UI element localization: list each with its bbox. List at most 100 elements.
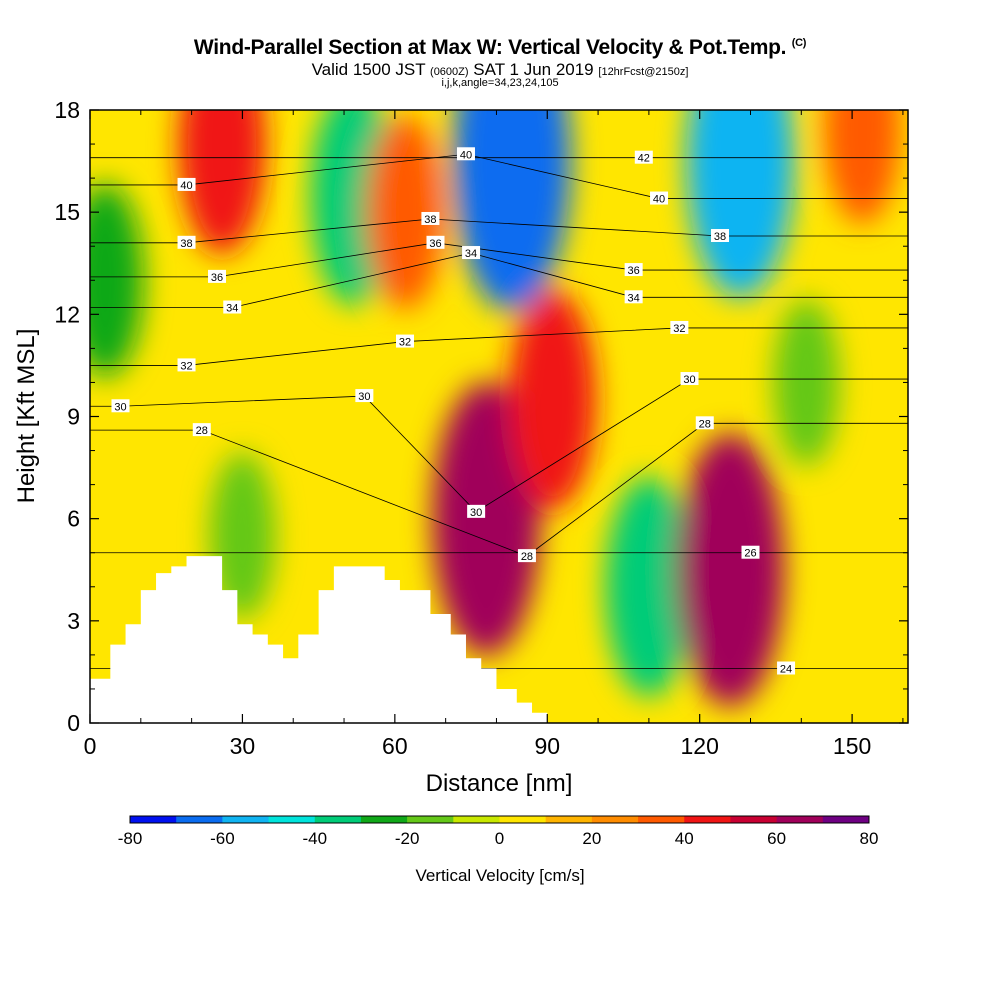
svg-text:40: 40: [653, 194, 665, 206]
colorbar-swatch: [130, 816, 177, 823]
y-tick-label: 9: [67, 404, 80, 430]
x-tick-label: 120: [681, 733, 719, 759]
y-tick-label: 12: [54, 301, 80, 327]
colorbar-swatch: [453, 816, 500, 823]
y-tick-label: 18: [54, 97, 80, 123]
isentrope-label: 30: [111, 399, 130, 413]
valid-time-utc: (0600Z): [430, 66, 469, 78]
isentrope-label: 42: [634, 150, 653, 165]
svg-text:32: 32: [673, 323, 685, 335]
velocity-cell-11: [773, 298, 840, 467]
isentrope-label: 36: [208, 269, 227, 284]
colorbar-label: Vertical Velocity [cm/s]: [415, 866, 584, 885]
x-tick-label: 60: [382, 733, 408, 759]
colorbar-swatch: [222, 816, 270, 823]
isentrope-label: 24: [777, 661, 796, 676]
valid-date: SAT 1 Jun 2019: [473, 60, 594, 79]
svg-text:34: 34: [628, 292, 640, 304]
svg-text:40: 40: [460, 149, 472, 161]
velocity-cell-1: [178, 110, 266, 255]
svg-text:24: 24: [780, 664, 792, 676]
velocity-cell-10: [676, 432, 785, 707]
colorbar-swatch: [684, 816, 731, 823]
colorbar-tick-label: -60: [210, 829, 235, 848]
x-tick-label: 30: [230, 733, 256, 759]
colorbar-swatch: [360, 816, 408, 823]
isentrope-label: 34: [624, 290, 643, 304]
isentrope-label: 28: [192, 423, 211, 437]
colorbar-swatch: [545, 816, 593, 823]
colorbar-swatch: [822, 816, 870, 823]
colorbar-swatch: [499, 816, 547, 823]
colorbar-swatch: [176, 816, 223, 823]
chart-title-text: Wind-Parallel Section at Max W: Vertical…: [193, 36, 787, 59]
colorbar: -80 -60 -40 -20 0 20 40 60 80: [118, 815, 879, 848]
colorbar-swatch: [638, 816, 685, 823]
colorbar-tick-label: 0: [495, 829, 504, 848]
velocity-cell-4: [366, 115, 444, 310]
chart-subtitle: Valid 1500 JST (0600Z) SAT 1 Jun 2019 [1…: [0, 60, 1000, 80]
x-tick-label: 90: [534, 733, 560, 759]
svg-text:32: 32: [180, 360, 192, 372]
y-axis-label: Height [Kft MSL]: [13, 329, 40, 504]
isentrope-label: 40: [650, 191, 669, 206]
isentrope-label: 38: [711, 229, 730, 243]
svg-text:32: 32: [399, 337, 411, 349]
x-axis-label: Distance [nm]: [426, 770, 573, 797]
colorbar-tick-label: -40: [302, 829, 327, 848]
isentrope-label: 30: [680, 372, 699, 386]
terrain-mask: [90, 556, 548, 723]
isentrope-label: 36: [624, 263, 643, 277]
velocity-cell-9: [686, 110, 795, 298]
svg-text:26: 26: [744, 548, 756, 560]
colorbar-tick-label: 20: [582, 829, 601, 848]
copyright-mark: (C): [791, 37, 807, 49]
colorbar-swatch: [314, 816, 362, 823]
valid-time: Valid 1500 JST: [311, 60, 426, 79]
colorbar-tick-label: 60: [767, 829, 786, 848]
svg-text:30: 30: [683, 374, 695, 386]
isentrope-label: 30: [467, 504, 486, 519]
colorbar-tick-label: 40: [675, 829, 694, 848]
velocity-cell-6: [452, 110, 571, 312]
svg-text:36: 36: [429, 238, 441, 250]
isentrope-label: 34: [223, 300, 242, 315]
y-tick-label: 15: [54, 199, 80, 225]
isentrope-label: 30: [355, 389, 374, 403]
isentrope-label: 26: [741, 545, 760, 560]
y-tick-label: 0: [67, 710, 80, 736]
colorbar-swatch: [776, 816, 824, 823]
forecast-info: [12hrFcst@2150z]: [598, 66, 689, 78]
svg-text:30: 30: [470, 507, 482, 519]
isentrope-label: 34: [462, 246, 481, 260]
isentrope-label: 32: [177, 358, 196, 372]
svg-text:40: 40: [180, 180, 192, 192]
isentrope-label: 36: [426, 235, 445, 250]
colorbar-tick-label: -20: [395, 829, 420, 848]
chart-title: Wind-Parallel Section at Max W: Vertical…: [0, 36, 1000, 60]
velocity-cell-0: [90, 183, 144, 378]
isentrope-label: 40: [456, 147, 475, 161]
svg-text:36: 36: [628, 265, 640, 277]
svg-text:38: 38: [714, 231, 726, 243]
x-tick-label: 150: [833, 733, 871, 759]
svg-text:28: 28: [196, 425, 208, 437]
svg-text:30: 30: [114, 401, 126, 413]
svg-text:38: 38: [424, 214, 436, 226]
svg-text:34: 34: [465, 248, 477, 260]
colorbar-swatch: [730, 816, 778, 823]
colorbar-tick-label: 80: [860, 829, 879, 848]
velocity-cell-2: [209, 452, 276, 620]
y-tick-label: 6: [67, 506, 80, 532]
isentrope-label: 28: [517, 549, 536, 563]
isentrope-label: 40: [177, 177, 196, 192]
isentrope-label: 28: [695, 416, 714, 430]
velocity-cell-8: [605, 476, 693, 697]
velocity-cell-5: [432, 381, 541, 656]
isentrope-label: 38: [177, 235, 196, 250]
isentrope-label: 32: [670, 320, 689, 335]
svg-text:42: 42: [638, 153, 650, 165]
isentrope-label: 32: [396, 334, 415, 349]
x-tick-label: 0: [84, 733, 97, 759]
